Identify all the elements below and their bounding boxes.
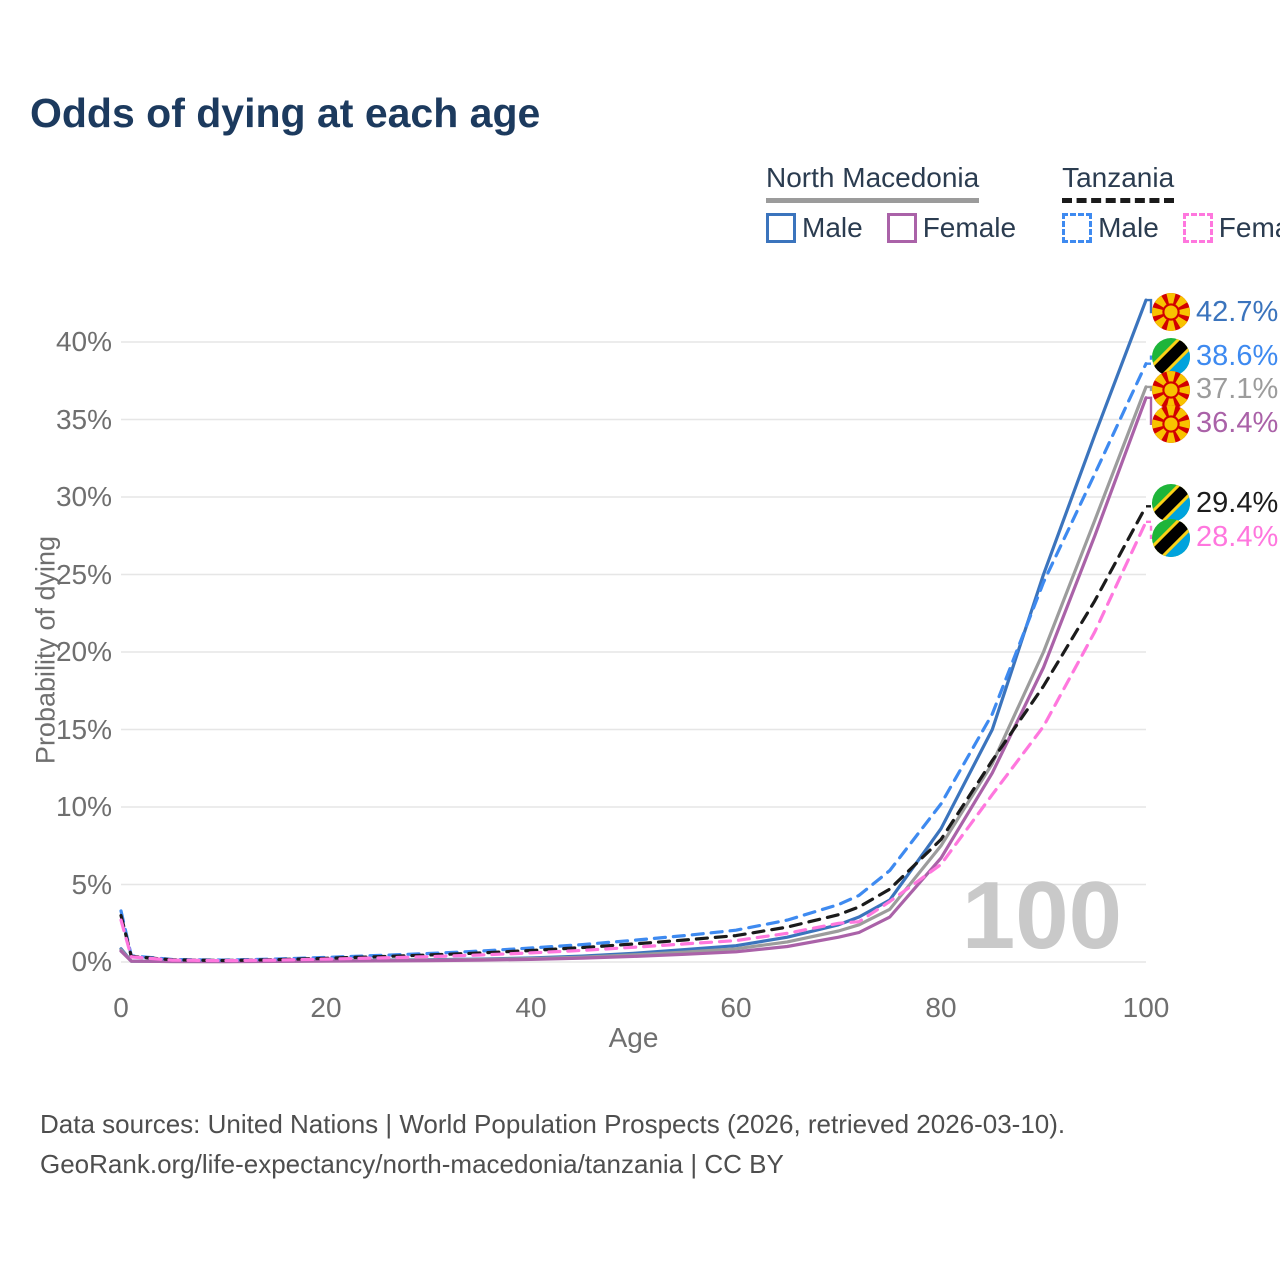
legend-group-tanzania: Tanzania Male Female: [1062, 162, 1280, 244]
x-tick-label: 40: [515, 992, 547, 1023]
series-lines: [119, 298, 1148, 964]
legend-item-tz_male[interactable]: Male: [1062, 212, 1159, 244]
legend-item-label: Female: [1218, 212, 1280, 243]
end-label-value: 42.7%: [1196, 295, 1279, 328]
end-label-value: 36.4%: [1196, 407, 1279, 440]
legend-item-nm_female[interactable]: Female: [886, 212, 1017, 244]
end-label-tz_female: 28.4%: [1152, 518, 1279, 557]
y-tick-label: 10%: [55, 791, 112, 822]
footer: Data sources: United Nations | World Pop…: [40, 1104, 1065, 1184]
legend-country-name: Tanzania: [1062, 162, 1175, 203]
legend-swatch-icon: [766, 213, 796, 243]
end-label-value: 38.6%: [1196, 340, 1279, 373]
north-macedonia-flag-icon: [1152, 293, 1190, 332]
end-label-tz_male: 38.6%: [1152, 337, 1279, 376]
tanzania-flag-icon: [1152, 484, 1190, 523]
legend-swatch-icon: [1062, 213, 1093, 243]
legend-item-label: Male: [802, 212, 863, 243]
y-tick-label: 0%: [71, 946, 112, 977]
y-tick-label: 20%: [55, 636, 112, 667]
legend-entries: Male Female: [1062, 212, 1280, 244]
end-label-tz_combined: 29.4%: [1152, 484, 1279, 523]
footer-sources: Data sources: United Nations | World Pop…: [40, 1109, 1066, 1139]
watermark-age-100: 100: [961, 862, 1122, 969]
legend-country-name: North Macedonia: [766, 162, 980, 203]
tanzania-flag-icon: [1152, 518, 1190, 557]
legend-item-nm_male[interactable]: Male: [766, 212, 863, 244]
series-line-tz_female: [119, 520, 1148, 963]
page-title: Odds of dying at each age: [30, 90, 541, 136]
north-macedonia-flag-icon: [1152, 370, 1190, 409]
legend-item-label: Female: [922, 212, 1017, 243]
legend-swatch-icon: [886, 213, 917, 243]
legend-group-north-macedonia: North Macedonia Male Female: [766, 162, 1016, 244]
x-tick-label: 80: [925, 992, 957, 1023]
x-axis-title: Age: [608, 1022, 659, 1053]
legend-entries: Male Female: [766, 212, 1016, 244]
series-line-nm_female: [119, 396, 1148, 964]
y-tick-label: 25%: [55, 558, 112, 590]
legend-swatch-icon: [1182, 213, 1213, 243]
x-tick-label: 100: [1122, 992, 1170, 1023]
x-tick-label: 0: [113, 992, 129, 1023]
y-tick-label: 30%: [55, 481, 112, 512]
y-tick-label: 15%: [55, 713, 112, 745]
end-label-nm_combined: 37.1%: [1152, 370, 1279, 409]
series-line-tz_male: [119, 362, 1148, 962]
end-label-nm_female: 36.4%: [1152, 404, 1279, 443]
x-tick-label: 60: [720, 992, 752, 1023]
footer-attribution: GeoRank.org/life-expectancy/north-macedo…: [40, 1149, 784, 1179]
x-tick-label: 20: [310, 992, 342, 1023]
series-line-tz_combined: [119, 504, 1148, 963]
end-label-value: 37.1%: [1196, 373, 1279, 406]
end-label-nm_male: 42.7%: [1152, 293, 1279, 332]
end-label-value: 28.4%: [1196, 521, 1279, 554]
legend: North Macedonia Male Female Tanzania Male Fem…: [766, 162, 1280, 244]
y-tick-label: 40%: [55, 326, 112, 357]
connector-tz_female: [1146, 520, 1156, 539]
y-tick-label: 35%: [55, 403, 112, 435]
legend-item-tz_female[interactable]: Female: [1182, 212, 1280, 244]
north-macedonia-flag-icon: [1152, 404, 1190, 443]
connector-tz_male: [1146, 355, 1156, 365]
end-label-value: 29.4%: [1196, 486, 1279, 519]
y-tick-label: 5%: [71, 868, 112, 900]
tanzania-flag-icon: [1152, 337, 1190, 376]
legend-item-label: Male: [1098, 212, 1159, 243]
